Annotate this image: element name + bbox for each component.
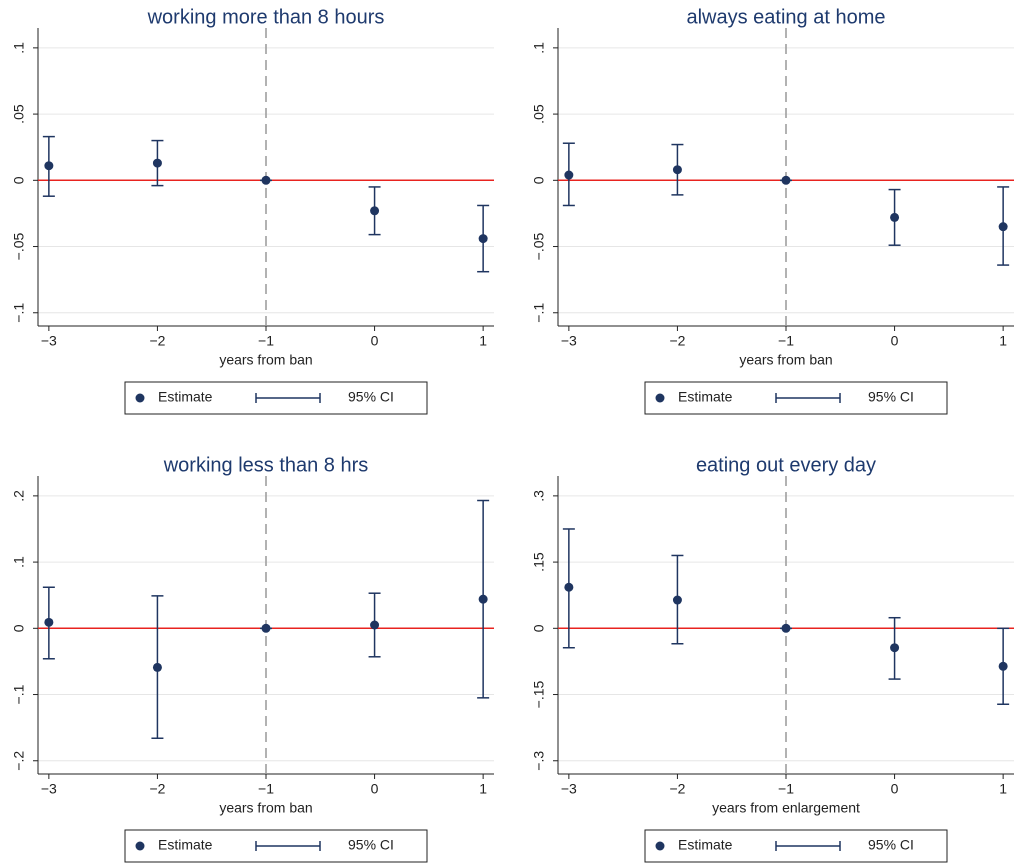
x-tick-label: 1	[479, 781, 487, 797]
estimate-point	[781, 623, 791, 633]
estimate-point	[998, 222, 1008, 232]
estimate-point	[152, 158, 162, 168]
y-tick-label: 0	[11, 624, 27, 632]
y-tick-label: .05	[11, 104, 27, 124]
x-tick-label: 1	[999, 781, 1007, 797]
y-tick-label: −.3	[531, 751, 547, 771]
chart-title: working less than 8 hrs	[163, 454, 369, 476]
estimate-point	[44, 617, 54, 627]
estimate-point	[44, 161, 54, 171]
y-tick-label: .1	[531, 42, 547, 54]
estimate-point	[370, 620, 380, 630]
y-tick-label: 0	[531, 624, 547, 632]
legend-label: Estimate	[158, 389, 213, 405]
y-tick-label: .1	[11, 556, 27, 568]
legend-label: 95% CI	[868, 389, 914, 405]
x-tick-label: −1	[258, 781, 274, 797]
y-tick-label: .1	[11, 42, 27, 54]
estimate-point	[564, 170, 574, 180]
y-tick-label: −.1	[11, 684, 27, 704]
legend-marker	[135, 841, 145, 851]
x-tick-label: −1	[778, 781, 794, 797]
x-tick-label: −2	[149, 781, 165, 797]
x-tick-label: −2	[669, 781, 685, 797]
legend-label: Estimate	[158, 837, 213, 853]
legend-label: Estimate	[678, 837, 733, 853]
estimate-point	[564, 582, 574, 592]
chart-title: working more than 8 hours	[147, 6, 385, 28]
y-tick-label: .15	[531, 552, 547, 572]
y-tick-label: .2	[11, 490, 27, 502]
y-tick-label: −.05	[11, 233, 27, 261]
x-axis-label: years from ban	[219, 800, 312, 816]
y-tick-label: .05	[531, 104, 547, 124]
x-tick-label: −2	[149, 333, 165, 349]
y-tick-label: −.1	[531, 303, 547, 323]
x-tick-label: −3	[41, 781, 57, 797]
legend-marker	[655, 393, 665, 403]
x-axis-label: years from ban	[739, 352, 832, 368]
estimate-point	[672, 165, 682, 175]
estimate-point	[781, 175, 791, 185]
y-tick-label: .3	[531, 490, 547, 502]
legend-label: 95% CI	[868, 837, 914, 853]
legend-label: 95% CI	[348, 837, 394, 853]
legend-box	[644, 829, 948, 863]
x-tick-label: −1	[258, 333, 274, 349]
y-tick-label: 0	[531, 176, 547, 184]
x-tick-label: 1	[999, 333, 1007, 349]
x-tick-label: 0	[371, 333, 379, 349]
y-tick-label: 0	[11, 176, 27, 184]
x-tick-label: 0	[371, 781, 379, 797]
y-tick-label: −.2	[11, 751, 27, 771]
x-tick-label: 0	[891, 333, 899, 349]
estimate-point	[890, 212, 900, 222]
x-tick-label: 1	[479, 333, 487, 349]
estimate-point	[998, 661, 1008, 671]
estimate-point	[478, 234, 488, 244]
y-tick-label: −.1	[11, 303, 27, 323]
estimate-point	[370, 206, 380, 216]
x-tick-label: −3	[561, 781, 577, 797]
estimate-point	[478, 594, 488, 604]
estimate-point	[672, 595, 682, 605]
x-axis-label: years from ban	[219, 352, 312, 368]
x-tick-label: 0	[891, 781, 899, 797]
estimate-point	[890, 643, 900, 653]
legend-label: Estimate	[678, 389, 733, 405]
chart-title: always eating at home	[686, 6, 885, 28]
x-tick-label: −2	[669, 333, 685, 349]
legend-marker	[135, 393, 145, 403]
estimate-point	[261, 175, 271, 185]
x-tick-label: −3	[41, 333, 57, 349]
legend-label: 95% CI	[348, 389, 394, 405]
legend-marker	[655, 841, 665, 851]
x-axis-label: years from enlargement	[712, 800, 860, 816]
estimate-point	[261, 623, 271, 633]
x-tick-label: −1	[778, 333, 794, 349]
y-tick-label: −.15	[531, 681, 547, 709]
x-tick-label: −3	[561, 333, 577, 349]
estimate-point	[152, 662, 162, 672]
chart-title: eating out every day	[696, 454, 876, 476]
y-tick-label: −.05	[531, 233, 547, 261]
